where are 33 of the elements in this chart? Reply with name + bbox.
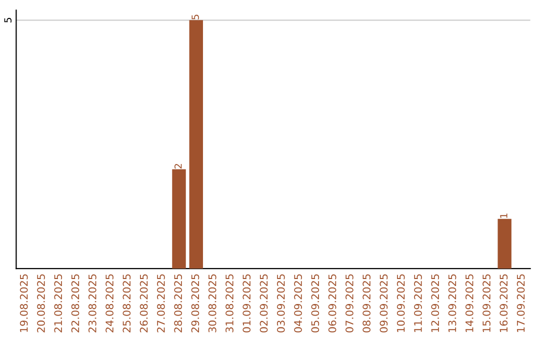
x-tick-label: 13.09.2025: [448, 274, 456, 332]
x-tick-label: 14.09.2025: [465, 274, 474, 332]
x-tick-label: 07.09.2025: [345, 274, 354, 332]
x-tick-label: 31.08.2025: [226, 274, 234, 332]
x-tick-label: 23.08.2025: [88, 274, 96, 332]
x-tick-label: 03.09.2025: [276, 274, 285, 332]
x-tick-label: 11.09.2025: [414, 274, 422, 332]
x-tick-label: 25.08.2025: [122, 274, 131, 332]
x-tick-label: 12.09.2025: [431, 274, 440, 332]
x-tick-label: 27.08.2025: [157, 274, 165, 332]
x-tick-label: 06.09.2025: [328, 274, 336, 332]
x-tick-label: 15.09.2025: [482, 274, 490, 332]
x-tick-label: 30.08.2025: [208, 274, 216, 332]
x-tick-label: 22.08.2025: [71, 274, 80, 332]
data-label: 2: [174, 164, 182, 169]
x-tick-label: 01.09.2025: [242, 274, 251, 332]
x-tick-label: 24.08.2025: [106, 274, 114, 332]
x-tick-label: 08.09.2025: [362, 274, 371, 332]
x-tick-label: 28.08.2025: [174, 274, 182, 332]
x-tick-label: 17.09.2025: [516, 274, 525, 332]
x-tick-label: 19.08.2025: [20, 274, 28, 332]
x-tick-label: 02.09.2025: [260, 274, 268, 332]
x-tick-label: 20.08.2025: [37, 274, 45, 332]
x-tick-label: 04.09.2025: [294, 274, 302, 332]
x-tick-label: 10.09.2025: [396, 274, 405, 332]
x-tick-label: 05.09.2025: [311, 274, 320, 332]
x-tick-label: 21.08.2025: [54, 274, 62, 332]
x-tick-label: 26.08.2025: [140, 274, 148, 332]
x-tick-label: 16.09.2025: [500, 274, 508, 332]
data-label: 5: [192, 14, 199, 20]
x-tick-label: 29.08.2025: [191, 274, 200, 332]
data-label: 1: [500, 214, 508, 218]
x-tick-label: 09.09.2025: [380, 274, 388, 332]
